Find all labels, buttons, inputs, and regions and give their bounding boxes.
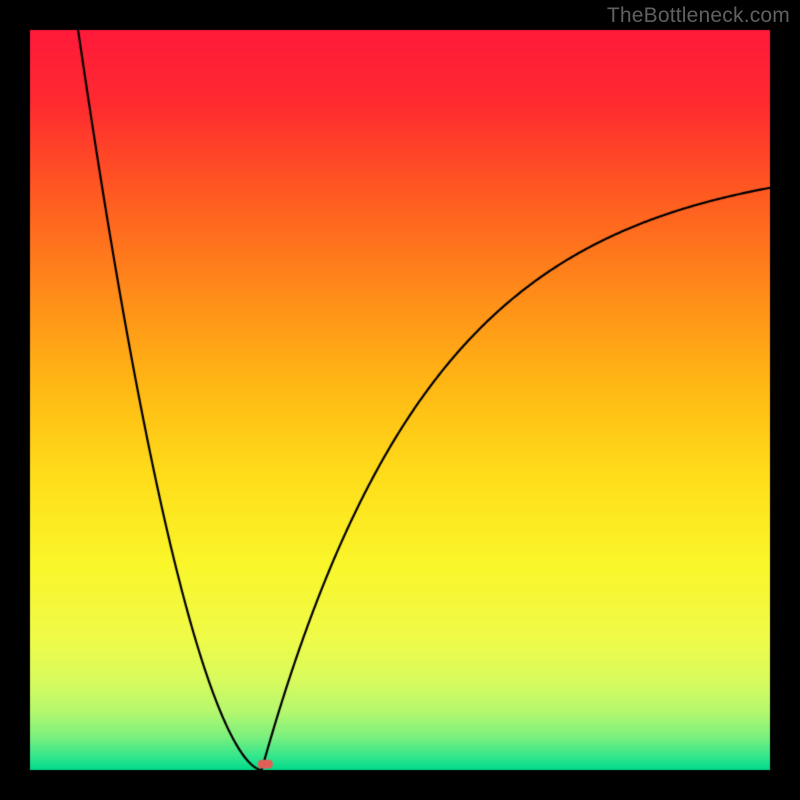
watermark-text: TheBottleneck.com (607, 4, 790, 28)
bottleneck-chart-canvas (0, 0, 800, 800)
chart-container: TheBottleneck.com (0, 0, 800, 800)
